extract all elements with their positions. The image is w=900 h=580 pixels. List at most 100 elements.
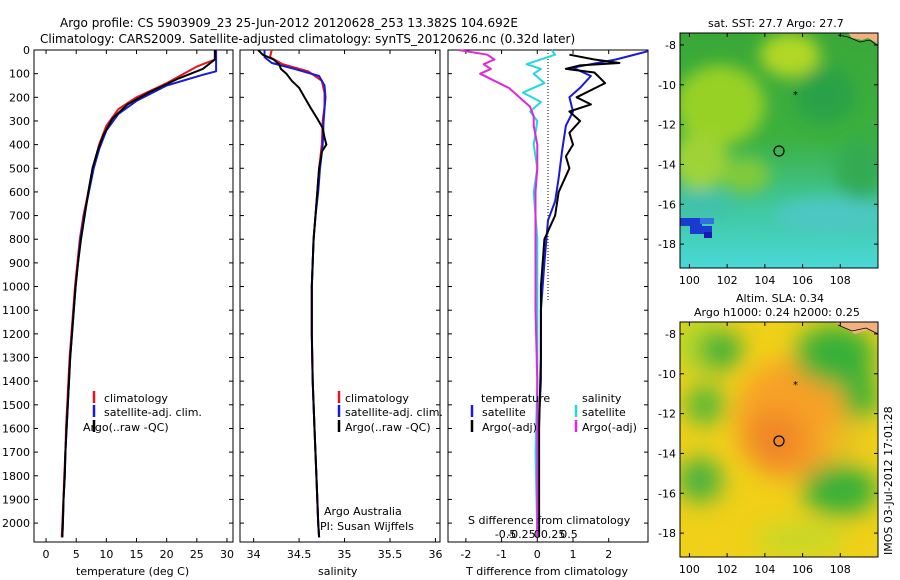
salinity-legend: climatology satellite-adj. clim. Argo(..… [337, 391, 443, 434]
legend-label-satellite: satellite-adj. clim. [345, 406, 443, 419]
argo-position-marker [773, 435, 785, 447]
map-y-tick-label: -16 [658, 487, 676, 500]
series-line-t-satellite [536, 50, 649, 538]
temperature-axes-box [33, 49, 234, 543]
x-tick-label: 35 [338, 548, 352, 561]
x-tick-label: 1 [570, 548, 577, 561]
x-tick-label: 20 [160, 548, 174, 561]
difference-legend: temperature salinity satellite Argo(-adj… [470, 392, 637, 434]
temperature-xlabel: temperature (deg C) [76, 565, 189, 578]
map-x-tick-label: 100 [679, 274, 700, 287]
map-y-tick-label: -8 [665, 39, 676, 52]
series-line-s-argo-adj [458, 49, 539, 538]
sst-map-title: sat. SST: 27.7 Argo: 27.7 [708, 17, 844, 30]
temperature-legend: climatology satellite-adj. clim. Argo(..… [83, 391, 202, 434]
x-tick-label: 34 [247, 548, 261, 561]
y-tick-label: 1300 [2, 352, 30, 365]
map-x-tick-label: 104 [754, 274, 775, 287]
map-y-tick-label: -14 [658, 158, 676, 171]
title-line-2: Climatology: CARS2009. Satellite-adjuste… [40, 32, 575, 46]
argo-track-marker: * [793, 90, 798, 101]
y-tick-label: 1700 [2, 446, 30, 459]
sst-map-panel: sat. SST: 27.7 Argo: 27.7 * 100 102 104 [658, 17, 879, 287]
x-tick-label: 0 [534, 548, 541, 561]
y-tick-label: 1200 [2, 328, 30, 341]
series-line-climatology [60, 50, 216, 538]
legend-label-t-argo: Argo(-adj) [482, 421, 537, 434]
x-tick-label: 5 [73, 548, 80, 561]
temperature-panel: 0100200300400500600700800900100011001200… [2, 44, 234, 578]
series-line-t-argo-adj [538, 53, 621, 538]
map-y-tick-label: -18 [658, 238, 676, 251]
y-tick-label: 300 [9, 115, 30, 128]
map-y-tick-label: -14 [658, 447, 676, 460]
x-tick-label: 30 [220, 548, 234, 561]
map-y-tick-label: -12 [658, 408, 676, 421]
map-y-tick-label: -12 [658, 119, 676, 132]
map-x-tick-label: 102 [717, 563, 738, 576]
difference-panel: -2 -1 0 1 2 S difference from climatology -0… [447, 49, 649, 578]
legend-label-t-satellite: satellite [482, 406, 526, 419]
map-x-tick-label: 106 [792, 563, 813, 576]
sst-map-box [679, 32, 879, 269]
salinity-panel: 34 34.5 35 35.5 36 salinity climatology sate… [239, 49, 443, 578]
x-tick-label: -2 [460, 548, 471, 561]
legend-label-climatology: climatology [345, 392, 409, 405]
map-x-tick-label: 108 [830, 563, 851, 576]
map-y-tick-label: -16 [658, 198, 676, 211]
x-tick-label: 36 [428, 548, 442, 561]
y-tick-label: 1900 [2, 493, 30, 506]
sla-map-box [679, 321, 879, 558]
y-tick-label: 1000 [2, 281, 30, 294]
argo-position-marker [773, 145, 785, 157]
s-tick-label: -0.5 [495, 528, 516, 541]
salinity-axes-box [239, 49, 441, 543]
map-x-tick-label: 102 [717, 274, 738, 287]
legend-label-satellite: satellite-adj. clim. [104, 406, 202, 419]
title-line-1: Argo profile: CS 5903909_23 25-Jun-2012 … [60, 16, 518, 30]
x-tick-label: 15 [130, 548, 144, 561]
map-x-tick-label: 106 [792, 274, 813, 287]
x-tick-label: 0 [43, 548, 50, 561]
map-y-tick-label: -10 [658, 368, 676, 381]
pi-label: PI: Susan Wijffels [320, 520, 414, 533]
y-tick-label: 900 [9, 257, 30, 270]
y-tick-label: 100 [9, 68, 30, 81]
x-tick-label: 2 [605, 548, 612, 561]
x-tick-label: 34.5 [287, 548, 312, 561]
y-tick-label: 200 [9, 91, 30, 104]
y-tick-label: 2000 [2, 517, 30, 530]
map-x-tick-label: 104 [754, 563, 775, 576]
sla-map-title-2: Argo h1000: 0.24 h2000: 0.25 [694, 306, 860, 319]
s-tick-label: 0.25 [541, 528, 566, 541]
s-difference-xlabel: S difference from climatology [468, 514, 631, 527]
map-x-tick-label: 108 [830, 274, 851, 287]
x-tick-label: -1 [496, 548, 507, 561]
x-tick-label: 35.5 [378, 548, 403, 561]
legend-label-argo: Argo(..raw -QC) [83, 421, 169, 434]
y-tick-label: 1800 [2, 470, 30, 483]
sla-map-title-1: Altim. SLA: 0.34 [736, 292, 824, 305]
y-tick-label: 500 [9, 162, 30, 175]
map-y-tick-label: -18 [658, 527, 676, 540]
legend-label-climatology: climatology [104, 392, 168, 405]
s-tick-label: 0 [534, 528, 541, 541]
series-line-satellite-adj-clim [61, 50, 218, 538]
t-difference-xlabel: T difference from climatology [465, 565, 628, 578]
argo-australia-label: Argo Australia [324, 505, 402, 518]
x-tick-label: 10 [99, 548, 113, 561]
legend-label-s-argo: Argo(-adj) [582, 421, 637, 434]
series-line-argo-raw-qc [61, 50, 216, 538]
map-x-tick-label: 100 [679, 563, 700, 576]
y-tick-label: 1100 [2, 304, 30, 317]
argo-track-marker: * [793, 380, 798, 391]
sla-map-panel: Altim. SLA: 0.34 Argo h1000: 0.24 h2000:… [658, 292, 879, 576]
y-tick-label: 1500 [2, 399, 30, 412]
legend-label-argo: Argo(..raw -QC) [345, 421, 431, 434]
y-tick-label: 400 [9, 139, 30, 152]
legend-title-temperature: temperature [481, 392, 550, 405]
salinity-xlabel: salinity [318, 565, 358, 578]
sla-heatmap [680, 322, 878, 557]
legend-title-salinity: salinity [582, 392, 622, 405]
